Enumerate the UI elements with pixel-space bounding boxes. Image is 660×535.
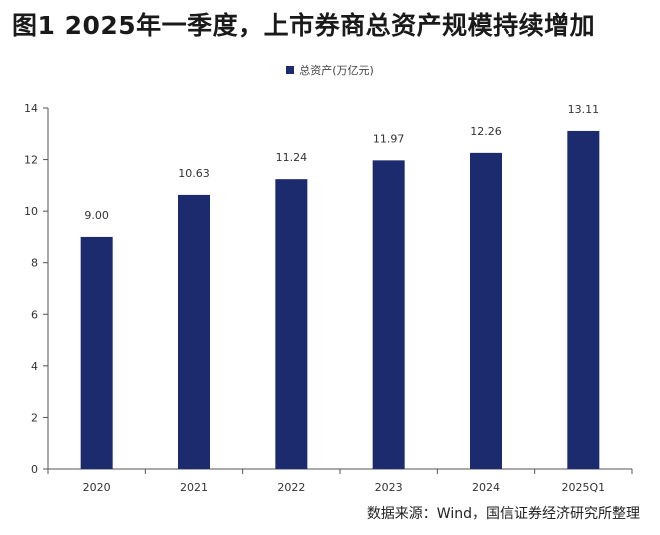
data-label-2022: 11.24 [276,151,308,164]
bar-2022 [275,179,308,469]
chart-legend: 总资产(万亿元) [0,62,660,78]
bar-2023 [372,160,405,469]
y-tick-label-6: 6 [31,308,38,321]
x-tick-label-2021: 2021 [180,481,208,494]
y-tick-label-12: 12 [24,154,38,167]
data-label-2021: 10.63 [178,167,210,180]
x-tick-label-2025Q1: 2025Q1 [562,481,606,494]
y-tick-label-14: 14 [24,102,38,115]
bar-2024 [470,152,502,470]
bar-2020 [80,236,113,469]
legend-swatch [286,66,295,74]
bar-2021 [178,194,210,469]
x-tick-label-2022: 2022 [277,481,305,494]
data-label-2023: 11.97 [373,132,405,145]
bar-2025Q1 [567,130,600,469]
data-label-2020: 9.00 [84,209,109,222]
y-tick-label-2: 2 [31,411,38,424]
y-tick-label-10: 10 [24,205,38,218]
x-tick-label-2020: 2020 [83,481,111,494]
legend-label: 总资产(万亿元) [299,64,374,77]
data-label-2024: 12.26 [470,125,502,138]
figure-title: 图1 2025年一季度，上市券商总资产规模持续增加 [12,11,596,40]
y-tick-label-4: 4 [31,360,38,373]
data-label-2025Q1: 13.11 [568,103,600,116]
x-tick-label-2023: 2023 [375,481,403,494]
source-note: 数据来源：Wind，国信证券经济研究所整理 [366,506,640,522]
x-tick-label-2024: 2024 [472,481,500,494]
y-tick-label-8: 8 [31,257,38,270]
y-tick-label-0: 0 [31,463,38,476]
